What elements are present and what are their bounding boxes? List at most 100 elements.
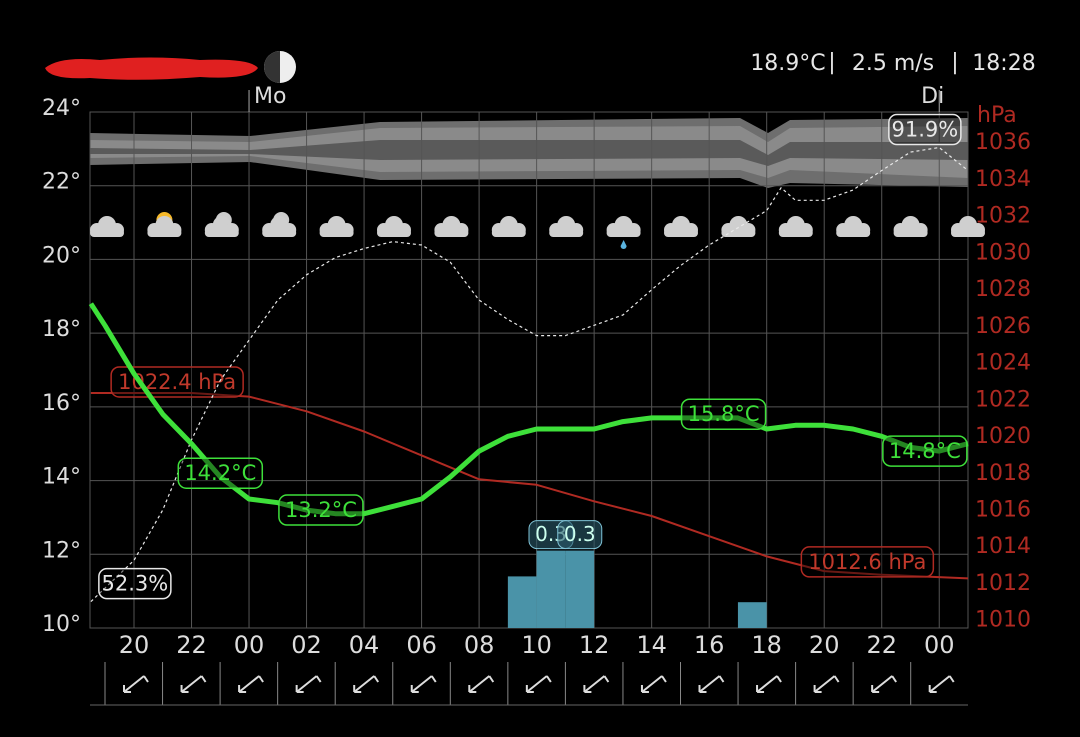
cloud — [606, 229, 641, 237]
wind-arrow — [468, 675, 495, 693]
cloud — [377, 229, 411, 237]
wind-arrow — [238, 675, 264, 693]
weather-icon — [319, 216, 354, 237]
precip-bar — [507, 576, 537, 628]
x-tick-label: 14 — [636, 631, 667, 659]
series-label: 14.8°C — [889, 439, 961, 463]
y-tick-label: 12° — [42, 538, 81, 563]
raindrop — [620, 240, 627, 249]
precip-bar — [536, 550, 566, 628]
x-tick-label: 12 — [579, 631, 610, 659]
cloud — [262, 229, 297, 237]
moon-shadow — [264, 51, 280, 83]
y-tick-label: 10° — [42, 612, 81, 637]
series-label: 91.9% — [892, 118, 959, 142]
pressure-band — [90, 118, 968, 188]
y2-tick-label: 1014 — [975, 534, 1031, 559]
wind-arrow — [698, 675, 725, 693]
weather-icon — [262, 212, 297, 237]
cloud — [664, 229, 698, 237]
y2-tick-label: 1034 — [975, 167, 1031, 192]
series-label: 13.2°C — [285, 498, 357, 522]
series-line — [88, 302, 969, 517]
y2-tick-label: 1026 — [975, 314, 1031, 339]
label-box — [98, 567, 172, 600]
series-label: 15.8°C — [688, 402, 760, 426]
weather-icon — [491, 216, 526, 237]
wind-arrow — [583, 675, 610, 693]
weather-icon — [836, 216, 871, 237]
weather-icon — [893, 216, 928, 237]
x-tick-label: 02 — [291, 631, 322, 659]
weather-icon — [721, 216, 756, 237]
status-bar: 18.9°C | 2.5 m/s | 18:28 — [750, 50, 1035, 76]
cloud — [491, 229, 526, 237]
y2-tick-label: 1018 — [975, 461, 1031, 486]
y-tick-label: 18° — [42, 317, 81, 342]
series-label: 14.2°C — [184, 461, 256, 485]
current-wind: 2.5 m/s — [852, 51, 934, 76]
cloud — [836, 229, 871, 237]
y-tick-label: 20° — [42, 243, 81, 268]
weather-icon — [434, 216, 469, 237]
label-box — [680, 398, 767, 430]
precip-bar — [565, 550, 595, 628]
y2-axis-label: hPa — [977, 103, 1017, 128]
precip-bar — [737, 602, 767, 628]
y2-tick-label: 1032 — [975, 204, 1031, 229]
label-box — [882, 435, 968, 467]
wind-arrow — [813, 675, 840, 693]
x-tick-label: 22 — [866, 631, 897, 659]
wind-arrow — [756, 675, 782, 693]
series-label: 52.3% — [102, 572, 169, 596]
weather-icon — [664, 216, 698, 237]
separator: | — [828, 50, 835, 75]
weather-icon — [951, 216, 985, 237]
cloud — [319, 229, 354, 237]
y2-tick-label: 1028 — [975, 277, 1031, 302]
y2-tick-label: 1036 — [975, 130, 1031, 155]
x-tick-label: 16 — [694, 631, 725, 659]
cloud — [951, 229, 985, 237]
y2-tick-label: 1022 — [975, 387, 1031, 412]
wind-arrow — [928, 675, 955, 693]
y2-tick-label: 1020 — [975, 424, 1031, 449]
x-tick-label: 20 — [119, 631, 150, 659]
y-tick-label: 16° — [42, 391, 81, 416]
x-tick-label: 00 — [924, 631, 955, 659]
wind-arrow — [180, 675, 207, 693]
weather-icon — [377, 216, 411, 237]
wind-arrow — [353, 675, 380, 693]
cloud — [204, 229, 239, 237]
current-temp: 18.9°C — [750, 51, 825, 76]
x-tick-label: 18 — [751, 631, 782, 659]
wind-arrow — [123, 675, 149, 693]
weather-icon — [606, 216, 641, 249]
cloud — [90, 229, 124, 237]
weather-icon — [204, 212, 239, 237]
wind-arrow — [640, 675, 667, 693]
x-tick-label: 00 — [234, 631, 265, 659]
y2-tick-label: 1010 — [975, 608, 1031, 633]
precip-label-box — [557, 520, 603, 550]
x-tick-label: 04 — [349, 631, 380, 659]
precip-label: 0.3 — [564, 522, 596, 546]
label-box — [800, 546, 935, 578]
cloud — [778, 229, 813, 237]
cloud — [434, 229, 469, 237]
label-box — [278, 494, 364, 526]
day-label: Di — [921, 84, 944, 109]
x-tick-label: 06 — [406, 631, 437, 659]
y2-tick-label: 1030 — [975, 240, 1031, 265]
label-box — [888, 113, 962, 146]
weather-icon — [90, 216, 124, 237]
wind-arrow — [295, 675, 322, 693]
y2-tick-label: 1024 — [975, 351, 1031, 376]
y2-tick-label: 1016 — [975, 497, 1031, 522]
redacted-location — [45, 57, 258, 80]
wind-arrow — [410, 675, 437, 693]
cloud — [147, 229, 182, 237]
label-box — [177, 457, 264, 489]
y-tick-label: 24° — [42, 96, 81, 121]
